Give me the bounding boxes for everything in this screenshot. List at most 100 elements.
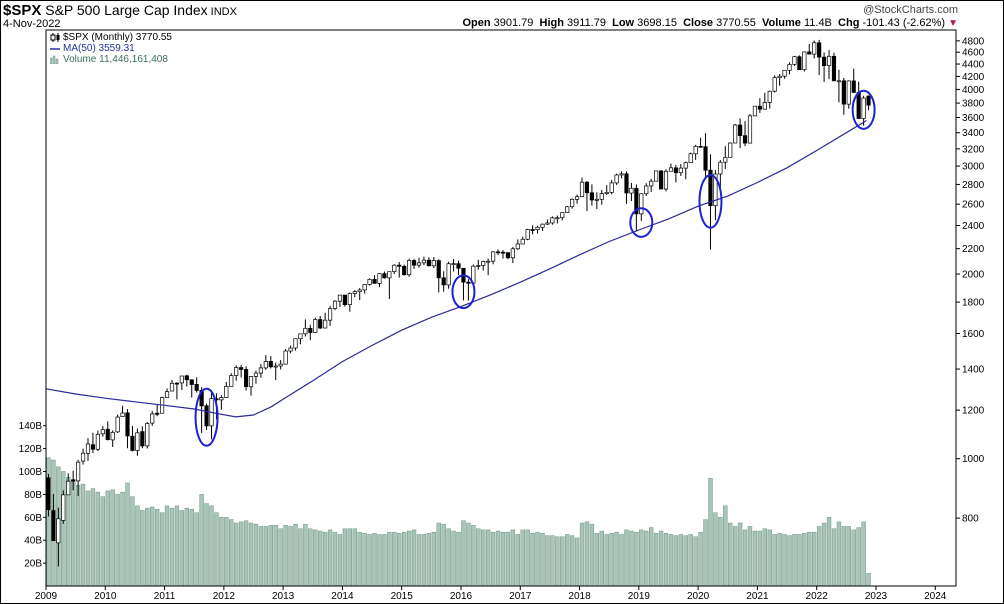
volume-bar <box>495 530 501 587</box>
candle-body <box>599 193 604 200</box>
volume-bar <box>224 517 229 587</box>
candle-body <box>644 185 649 195</box>
volume-bar <box>732 526 738 587</box>
symbol: $SPX <box>3 2 42 19</box>
volume-bar <box>416 534 422 587</box>
candle-body <box>313 319 318 333</box>
down-arrow-icon: ▼ <box>948 18 958 29</box>
candlestick <box>268 356 273 369</box>
candle-body <box>742 135 748 144</box>
volume-bar <box>589 523 595 587</box>
candle-body <box>219 397 224 401</box>
volume-bar <box>179 510 185 587</box>
candle-body <box>56 518 61 544</box>
candle-body <box>772 77 777 92</box>
candlestick <box>742 121 748 147</box>
volume-bar <box>85 490 91 587</box>
candle-body <box>179 375 184 384</box>
candle-body <box>431 260 436 267</box>
candle-body <box>204 405 209 427</box>
candlestick <box>135 428 140 456</box>
candlestick <box>115 414 120 434</box>
candlestick <box>392 264 397 274</box>
volume-bar <box>204 503 209 587</box>
candlestick <box>436 259 441 293</box>
x-tick-label: 2010 <box>94 591 117 602</box>
candlestick <box>224 381 229 398</box>
candlestick <box>629 183 634 202</box>
candlestick <box>184 374 189 387</box>
candlestick <box>278 360 283 370</box>
line-legend-icon <box>50 48 60 50</box>
volume-bar <box>268 525 273 587</box>
candle-body <box>574 196 580 200</box>
candlestick <box>693 144 698 160</box>
volume-bar <box>545 535 550 587</box>
volume-bar <box>841 526 847 587</box>
volume-tick-label: 40B <box>24 536 42 547</box>
candlestick <box>491 251 496 265</box>
candlestick <box>298 333 303 345</box>
candle-body <box>327 308 333 321</box>
candlestick <box>688 152 693 164</box>
volume-bar <box>308 528 313 587</box>
candle-body <box>140 431 145 447</box>
candlestick <box>61 490 66 524</box>
candle-body <box>654 170 659 182</box>
candle-body <box>822 56 827 66</box>
candle-body <box>283 350 288 365</box>
candle-body <box>491 251 496 262</box>
price-tick-label: 4200 <box>962 72 985 83</box>
candle-body <box>234 367 239 376</box>
volume-bar <box>288 526 293 587</box>
candlestick <box>639 193 644 221</box>
price-tick-label: 4000 <box>962 85 985 96</box>
candlestick <box>604 185 609 196</box>
candle-body <box>520 238 525 245</box>
candlestick <box>683 161 688 180</box>
volume-bar <box>229 519 234 587</box>
volume-bar <box>703 519 708 587</box>
candlestick <box>733 123 738 144</box>
candle-body <box>243 369 249 388</box>
candle-body <box>777 75 782 78</box>
price-tick-label: 3200 <box>962 144 985 155</box>
volume-bar <box>629 530 634 587</box>
candle-body <box>426 259 431 267</box>
volume-bar <box>609 533 614 587</box>
candlestick <box>179 375 184 391</box>
candlestick <box>372 275 377 284</box>
volume-bar <box>713 512 718 587</box>
candlestick <box>288 345 293 354</box>
candlestick <box>570 198 575 209</box>
legend-ma: MA(50) 3559.31 <box>50 43 135 54</box>
candle-body <box>115 416 120 433</box>
candle-body <box>66 480 71 496</box>
price-tick-label: 4800 <box>962 36 985 47</box>
volume-bar <box>401 531 407 587</box>
candlestick <box>772 75 777 93</box>
candle-body <box>110 431 115 441</box>
volume-bar <box>436 522 441 587</box>
volume-bar <box>658 530 664 587</box>
candle-body <box>248 376 254 388</box>
volume-bar <box>248 522 254 587</box>
volume-bar <box>169 507 175 587</box>
candlestick <box>308 324 313 341</box>
low-label: Low <box>612 17 635 29</box>
highlight-circle <box>629 207 654 238</box>
candlestick <box>174 382 180 400</box>
volume-bar <box>431 531 436 587</box>
candle-body <box>624 173 629 194</box>
candlestick <box>510 246 515 264</box>
candlestick <box>802 51 807 72</box>
x-tick-label: 2014 <box>331 591 354 602</box>
candlestick <box>71 470 76 491</box>
candlestick <box>486 258 491 276</box>
candle-body <box>846 80 851 105</box>
candlestick <box>100 426 105 437</box>
volume-bar <box>821 522 827 587</box>
candle-body <box>510 248 515 259</box>
exchange: INDX <box>210 6 237 18</box>
volume-bar <box>742 529 748 587</box>
